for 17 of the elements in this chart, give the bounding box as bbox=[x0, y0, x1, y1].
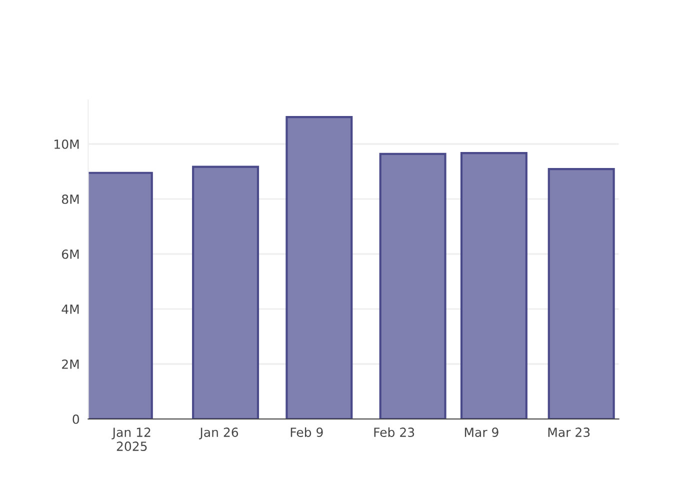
x-tick-label: Jan 26 bbox=[199, 428, 238, 440]
bar bbox=[379, 152, 446, 419]
y-tick-label: 10M bbox=[54, 139, 79, 149]
x-tick-label: Mar 9 bbox=[464, 428, 498, 438]
x-tick-label: Feb 9 bbox=[290, 427, 323, 438]
bar bbox=[460, 152, 528, 419]
y-tick-label: 0 bbox=[72, 414, 80, 424]
y-tick-label: 4M bbox=[62, 304, 79, 314]
y-tick-label: 6M bbox=[62, 249, 79, 259]
bar bbox=[548, 168, 615, 419]
x-tick-label: Feb 23 bbox=[374, 427, 414, 438]
bar bbox=[192, 166, 260, 419]
bar bbox=[286, 116, 353, 419]
x-tick-label: Jan 12 2025 bbox=[112, 428, 150, 452]
y-tick-label: 8M bbox=[62, 194, 79, 204]
x-tick-label: Mar 23 bbox=[548, 428, 590, 438]
y-tick-label: 2M bbox=[62, 359, 79, 369]
